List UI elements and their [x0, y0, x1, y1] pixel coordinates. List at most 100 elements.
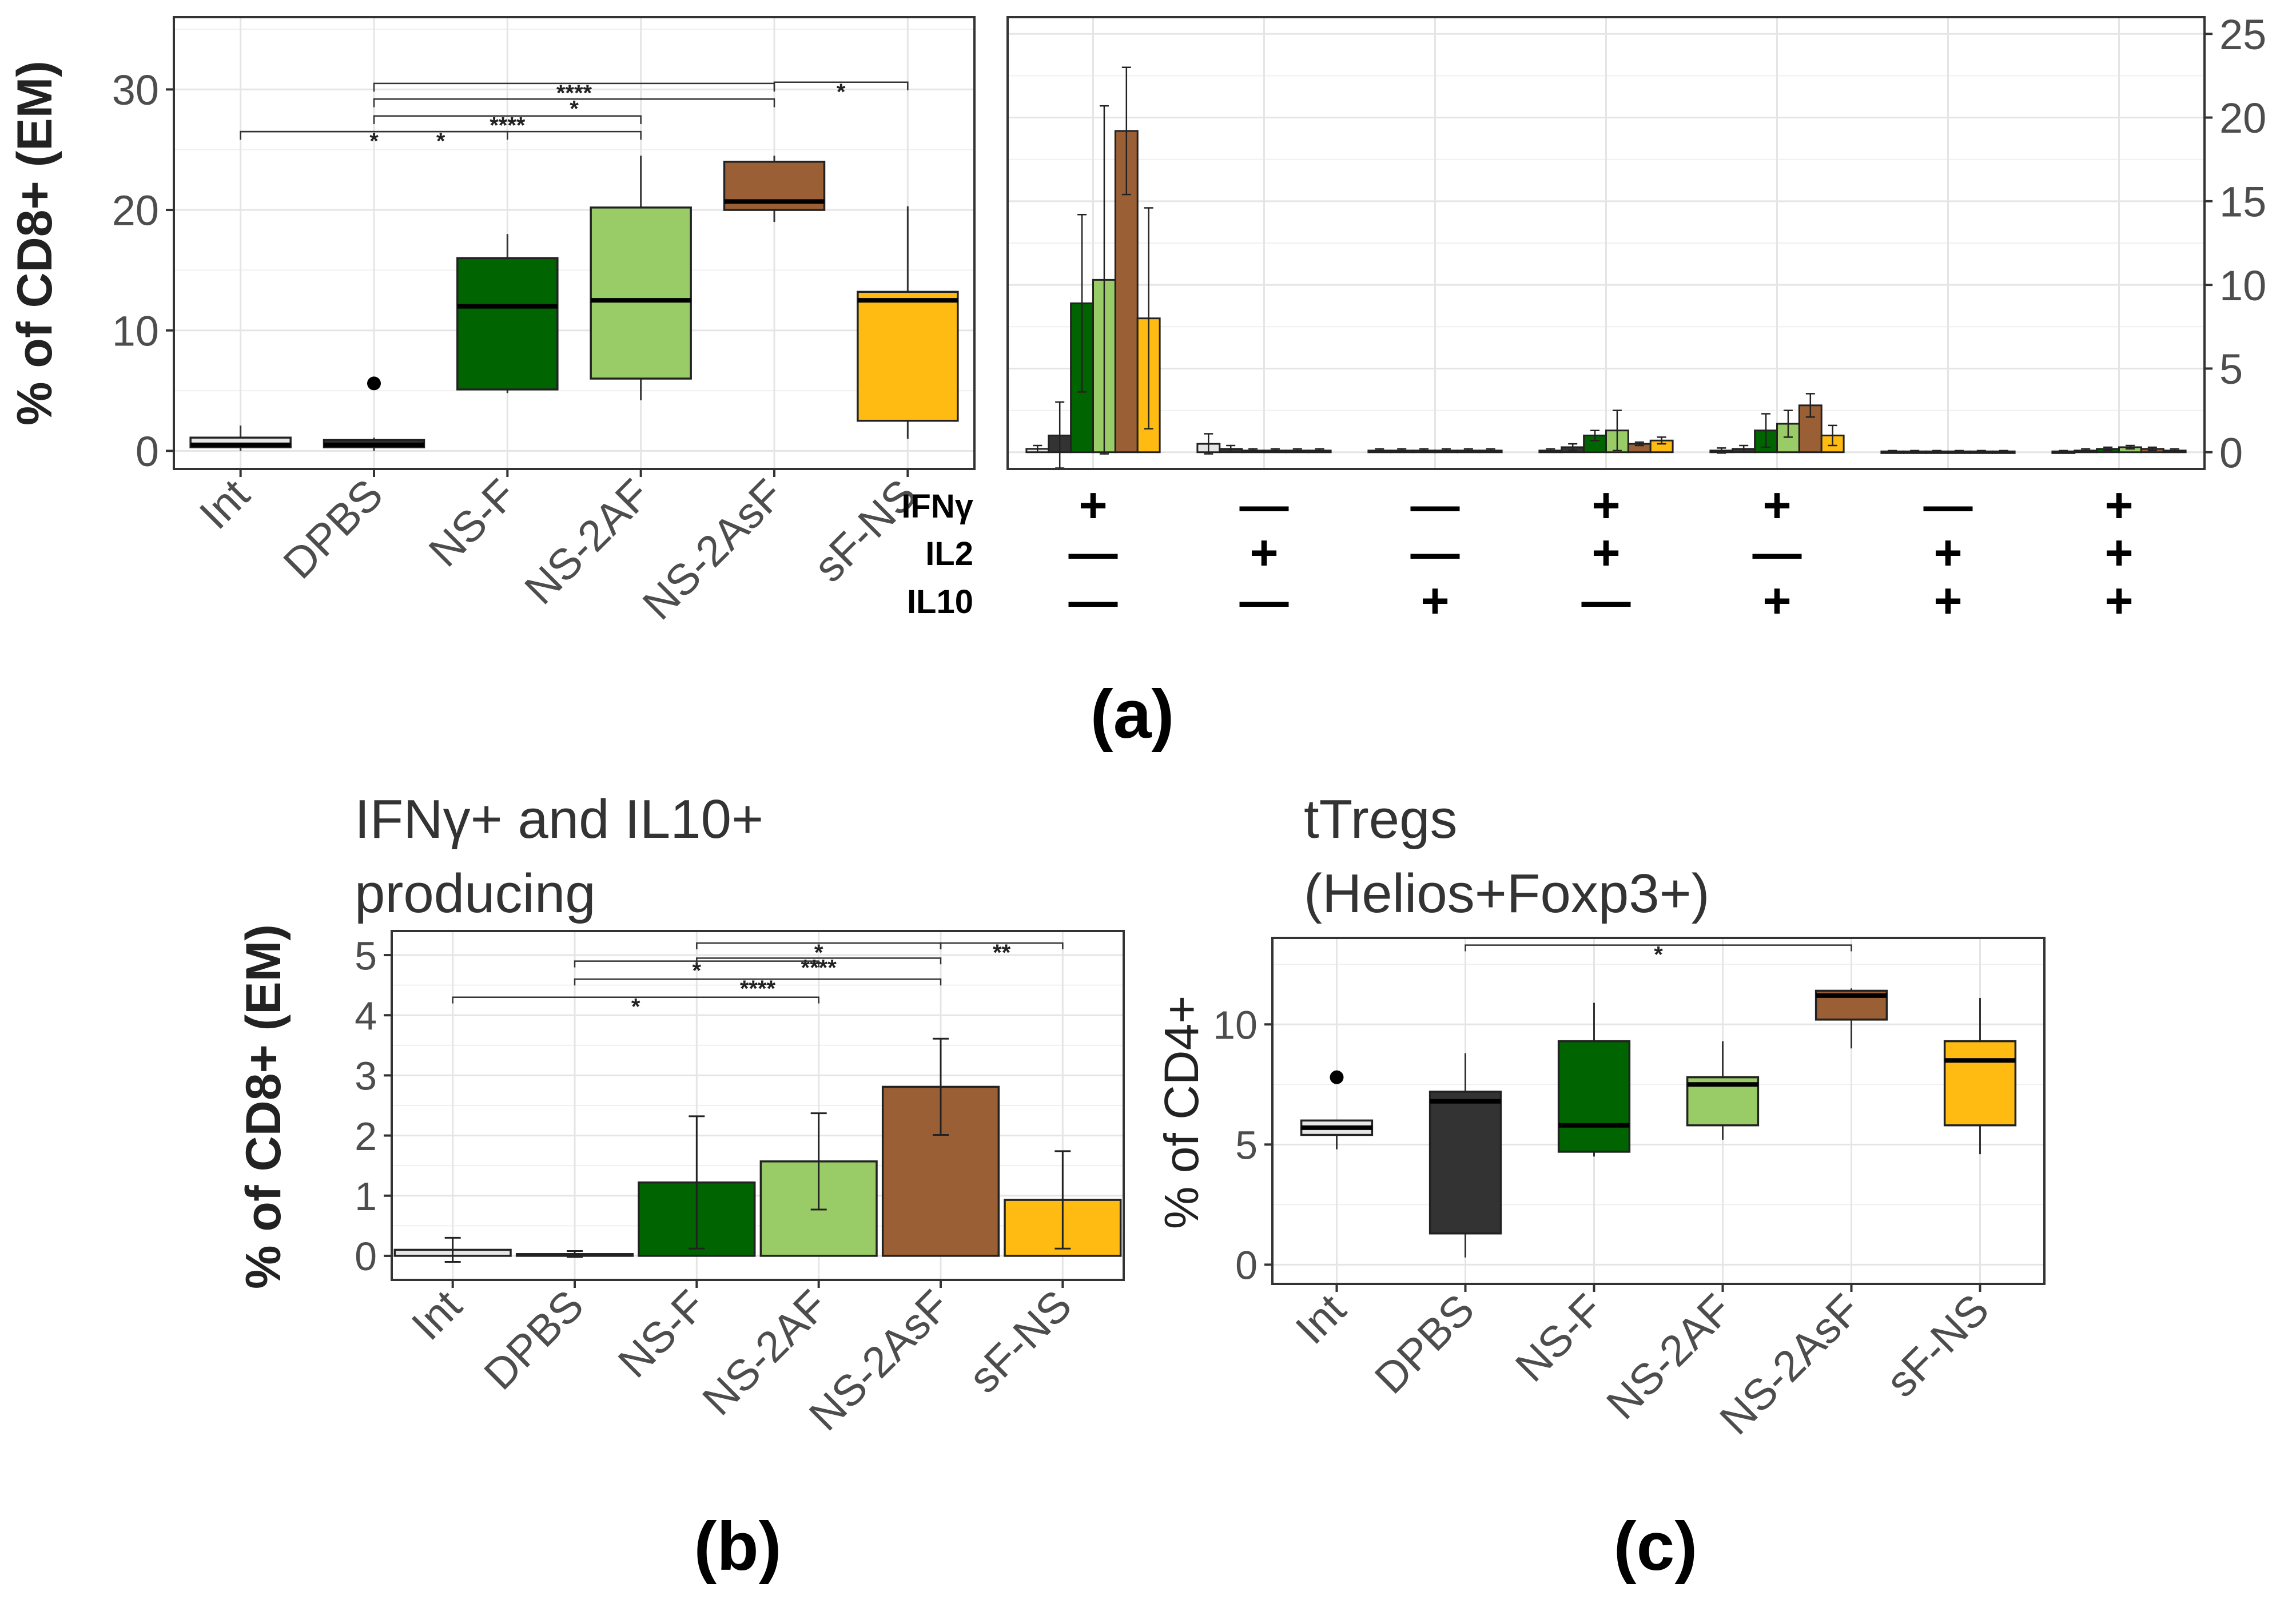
- matrix-sign: —: [1069, 574, 1118, 629]
- x-tick-label: DPBS: [475, 1281, 593, 1399]
- error-bar: [1717, 447, 1726, 454]
- plot-frame: [1006, 16, 2206, 470]
- y-tick-label: 10: [2219, 262, 2266, 309]
- x-tick-label: Int: [1287, 1285, 1355, 1354]
- error-bar: [1099, 105, 1109, 455]
- matrix-sign: —: [1069, 526, 1118, 580]
- error-bar: [933, 1037, 949, 1136]
- panel-label-a: (a): [1091, 676, 1175, 753]
- significance-label: ****: [801, 955, 837, 980]
- error-bar: [1033, 444, 1042, 453]
- error-bar: [2170, 448, 2179, 453]
- error-bar: [1121, 66, 1131, 196]
- significance-bracket: [940, 942, 1064, 950]
- significance-label: **: [993, 940, 1011, 965]
- error-bar: [1590, 429, 1600, 441]
- plot-frame: [1271, 937, 2046, 1285]
- box-NS-F: [456, 234, 559, 393]
- box-body: [1428, 1091, 1502, 1235]
- y-axis-label: % of CD8+ (EM): [236, 924, 291, 1289]
- x-tick-label: NS-F: [1506, 1285, 1612, 1391]
- y-tick-label: 0: [2219, 429, 2243, 476]
- error-bar: [1739, 444, 1749, 453]
- significance-label: ****: [490, 113, 526, 138]
- y-tick-label: 25: [2219, 11, 2266, 58]
- matrix-sign: +: [1933, 526, 1962, 580]
- y-axis-label: % of CD8+ (EM): [7, 61, 62, 425]
- error-bar: [444, 1236, 461, 1263]
- error-bar: [567, 1250, 583, 1258]
- error-bar: [1657, 436, 1666, 445]
- significance-bracket: [373, 98, 775, 108]
- plot-frame: [391, 930, 1125, 1281]
- y-tick-label: 5: [355, 933, 377, 978]
- error-bar: [1612, 409, 1622, 452]
- y-tick-label: 20: [2219, 94, 2266, 142]
- box-DPBS: [1428, 1053, 1502, 1258]
- box-Int: [1300, 1070, 1374, 1149]
- x-tick-label: NS-2AsF: [1710, 1285, 1869, 1444]
- error-bar: [1226, 444, 1236, 453]
- box-body: [1557, 1040, 1631, 1153]
- box-body: [456, 257, 559, 391]
- error-bar: [1441, 448, 1451, 453]
- significance-label: *: [837, 79, 846, 105]
- box-body: [590, 206, 692, 380]
- significance-label: *: [369, 129, 379, 154]
- y-tick-label: 0: [1235, 1243, 1258, 1288]
- panel-b-bars: IFNγ+ and IL10+ producing 0 1 2 3 4 5 Int DPBS N…: [236, 789, 1125, 1440]
- title-line-1: tTregs: [1304, 789, 1458, 850]
- error-bar: [1055, 1150, 1071, 1250]
- matrix-sign: —: [1240, 574, 1289, 629]
- x-tick-label: DPBS: [274, 470, 392, 588]
- y-tick-label: 1: [355, 1174, 377, 1219]
- significance-bracket: [1465, 944, 1852, 952]
- y-tick-label: 4: [355, 993, 377, 1038]
- error-bar: [1999, 450, 2008, 453]
- significance-label: *: [1654, 942, 1663, 968]
- error-bar: [689, 1115, 705, 1250]
- error-bar: [1248, 448, 1258, 453]
- y-tick-label: 30: [112, 66, 159, 114]
- error-bar: [1077, 214, 1087, 393]
- matrix-row-label: IL10: [907, 583, 973, 620]
- error-bar: [1315, 448, 1324, 453]
- error-bar: [1270, 448, 1280, 453]
- error-bar: [1204, 433, 1213, 455]
- error-bar: [810, 1112, 827, 1211]
- box-DPBS: [323, 376, 425, 451]
- significance-label: *: [570, 96, 579, 121]
- matrix-sign: +: [2104, 574, 2133, 629]
- matrix-sign: +: [1591, 526, 1620, 580]
- error-bar: [1954, 450, 1964, 453]
- box-Int: [189, 425, 292, 451]
- panel-label-c: (c): [1614, 1508, 1698, 1585]
- y-tick-label: 10: [112, 307, 159, 355]
- box-NS-2AF: [590, 156, 692, 400]
- matrix-sign: +: [1933, 574, 1962, 629]
- matrix-sign: +: [1762, 478, 1791, 533]
- significance-label: ****: [740, 976, 776, 1001]
- matrix-sign: —: [1240, 478, 1289, 533]
- matrix-sign: +: [2104, 478, 2133, 533]
- y-tick-label: 15: [2219, 178, 2266, 225]
- error-bar: [1568, 443, 1578, 452]
- outlier-point: [367, 376, 381, 391]
- matrix-sign: +: [1591, 478, 1620, 533]
- error-bar: [2081, 448, 2091, 453]
- significance-label: ****: [556, 81, 592, 106]
- error-bar: [2059, 450, 2068, 453]
- significance-bracket: [373, 115, 642, 124]
- error-bar: [1546, 448, 1555, 453]
- error-bar: [2103, 446, 2113, 452]
- matrix-row-label: IL2: [925, 535, 973, 572]
- y-tick-label: 3: [355, 1054, 377, 1099]
- box-body: [857, 291, 959, 422]
- significance-label: *: [693, 958, 702, 984]
- title-line-2: producing: [355, 863, 596, 924]
- matrix-sign: +: [2104, 526, 2133, 580]
- title-line-1: IFNγ+ and IL10+: [355, 789, 763, 850]
- error-bar: [1634, 441, 1644, 447]
